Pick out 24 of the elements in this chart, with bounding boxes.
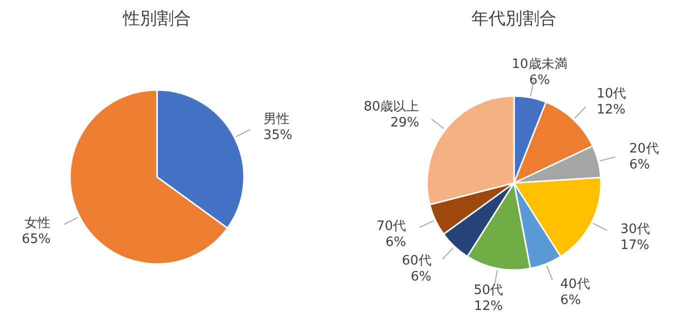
slice-label: 40代	[560, 276, 590, 292]
slice-label: 30代	[620, 222, 650, 238]
slice-label: 80歳以上	[364, 100, 420, 115]
slice-label: 50代	[474, 282, 504, 298]
chart-title: 年代別割合	[472, 9, 556, 29]
slice-label: 女性	[24, 216, 51, 232]
slice-label: 10代	[596, 86, 626, 102]
data-label: 6%	[410, 270, 432, 285]
data-label: 12%	[474, 298, 503, 314]
data-label: 29%	[390, 116, 420, 131]
slice-label: 60代	[402, 254, 432, 269]
data-label: 17%	[620, 238, 650, 254]
data-label: 12%	[596, 102, 626, 118]
data-label: 6%	[560, 292, 581, 308]
data-label: 65%	[22, 232, 51, 248]
data-label: 6%	[629, 157, 650, 172]
data-label: 6%	[385, 234, 406, 250]
slice-label: 男性	[263, 112, 290, 127]
data-label: 6%	[529, 73, 550, 88]
slice-label: 20代	[629, 141, 659, 156]
slice-label: 10歳未満	[512, 57, 568, 72]
slice-label: 70代	[376, 218, 406, 234]
data-label: 35%	[263, 128, 292, 143]
chart-title: 性別割合	[122, 9, 191, 29]
